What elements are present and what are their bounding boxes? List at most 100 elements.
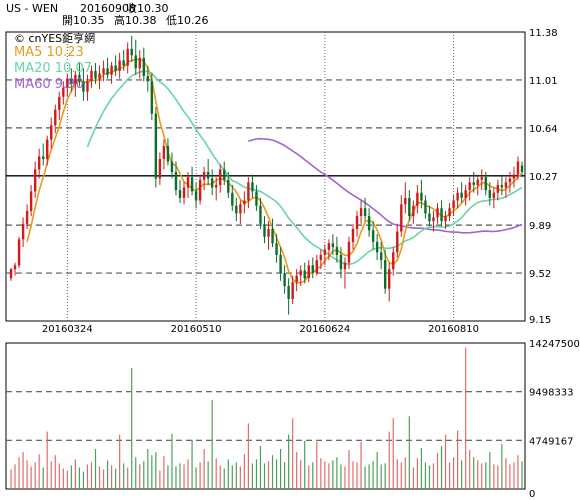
candle-body xyxy=(231,192,234,206)
price-tick-label: 9.52 xyxy=(529,269,551,280)
candle-body xyxy=(202,171,206,180)
candle-body xyxy=(299,270,302,276)
candle-body xyxy=(512,174,516,179)
candle-body xyxy=(311,265,314,274)
symbol-label: US - WEN xyxy=(6,2,58,15)
candles xyxy=(9,35,524,315)
candle-body xyxy=(21,223,25,240)
volume-tick-label: 4749167 xyxy=(529,436,574,447)
candle-body xyxy=(166,146,170,162)
date-label: 20160908 xyxy=(80,2,136,15)
candle-body xyxy=(468,182,471,191)
candle-body xyxy=(347,241,351,263)
date-tick-label: 20160510 xyxy=(171,324,222,335)
date-tick-label: 20160810 xyxy=(428,324,479,335)
candle-body xyxy=(122,60,125,66)
candle-body xyxy=(118,60,121,71)
candle-body xyxy=(158,159,162,179)
candle-body xyxy=(339,254,343,270)
candle-body xyxy=(215,184,218,188)
candle-body xyxy=(255,191,258,206)
candle-body xyxy=(516,161,520,175)
candle-body xyxy=(291,282,294,299)
candle-body xyxy=(134,55,137,69)
candle-body xyxy=(408,197,411,217)
price-tick-label: 11.38 xyxy=(529,28,558,39)
brand-label: © cnYES鉅亨網 xyxy=(14,31,95,45)
candle-body xyxy=(178,190,182,198)
price-tick-label: 9.89 xyxy=(529,221,551,232)
candle-body xyxy=(396,231,399,253)
candle-body xyxy=(58,96,61,110)
volume-bars xyxy=(10,347,523,489)
candle-body xyxy=(114,65,117,71)
low-label: 低10.26 xyxy=(166,14,209,27)
price-tick-label: 10.64 xyxy=(529,124,558,135)
candle-body xyxy=(400,204,403,232)
candle-body xyxy=(504,182,508,188)
candle-body xyxy=(488,190,492,198)
candle-body xyxy=(464,190,467,198)
volume-axis: 14247500 9498333 4749167 0 xyxy=(529,339,580,500)
candle-body xyxy=(388,269,391,289)
candle-body xyxy=(355,216,359,229)
volume-tick-label: 9498333 xyxy=(529,388,574,399)
candle-body xyxy=(33,169,37,192)
price-tick-label: 10.27 xyxy=(529,172,558,183)
candle-body xyxy=(420,192,423,201)
high-label: 高10.38 xyxy=(114,13,157,27)
candle-body xyxy=(251,182,254,192)
candle-body xyxy=(267,228,270,237)
candle-body xyxy=(436,208,439,218)
price-tick-label: 9.15 xyxy=(529,315,551,326)
candle-body xyxy=(287,286,290,299)
candle-body xyxy=(480,177,483,180)
candle-body xyxy=(29,191,33,211)
candle-body xyxy=(106,68,109,75)
candle-body xyxy=(154,113,158,179)
candle-body xyxy=(392,252,395,270)
candle-body xyxy=(359,208,363,217)
candle-body xyxy=(82,81,85,92)
volume-grid xyxy=(6,391,525,441)
candle-body xyxy=(46,139,49,160)
candle-body xyxy=(496,184,500,193)
candle-body xyxy=(70,78,73,84)
candle-body xyxy=(367,216,371,231)
candle-body xyxy=(448,208,451,217)
candle-body xyxy=(198,179,202,201)
candle-body xyxy=(263,223,266,237)
open-label: 開10.35 xyxy=(62,14,105,27)
candle-body xyxy=(327,243,331,250)
candle-body xyxy=(235,205,238,214)
candle-body xyxy=(17,239,21,266)
candle-body xyxy=(142,57,145,77)
candle-body xyxy=(259,205,262,224)
candle-body xyxy=(492,192,496,198)
candle-body xyxy=(476,179,479,185)
candle-body xyxy=(383,260,387,289)
candle-body xyxy=(323,249,327,255)
candle-body xyxy=(25,210,29,224)
candle-body xyxy=(150,81,154,114)
candle-body xyxy=(186,177,190,188)
candle-body xyxy=(363,208,367,217)
ma5-legend: MA5 10.23 xyxy=(14,45,84,60)
candle-body xyxy=(319,254,323,261)
candle-body xyxy=(307,265,310,279)
candle-body xyxy=(227,179,230,193)
candle-body xyxy=(138,57,141,69)
candle-body xyxy=(170,161,174,172)
candle-body xyxy=(484,177,487,191)
candle-body xyxy=(210,178,214,188)
candle-body xyxy=(219,169,222,185)
candle-body xyxy=(283,273,286,287)
candle-body xyxy=(174,171,178,191)
candle-body xyxy=(37,156,41,170)
candle-body xyxy=(190,177,194,192)
candle-body xyxy=(62,87,65,97)
candle-body xyxy=(98,73,101,79)
candle-body xyxy=(271,228,274,244)
candle-body xyxy=(456,192,459,201)
